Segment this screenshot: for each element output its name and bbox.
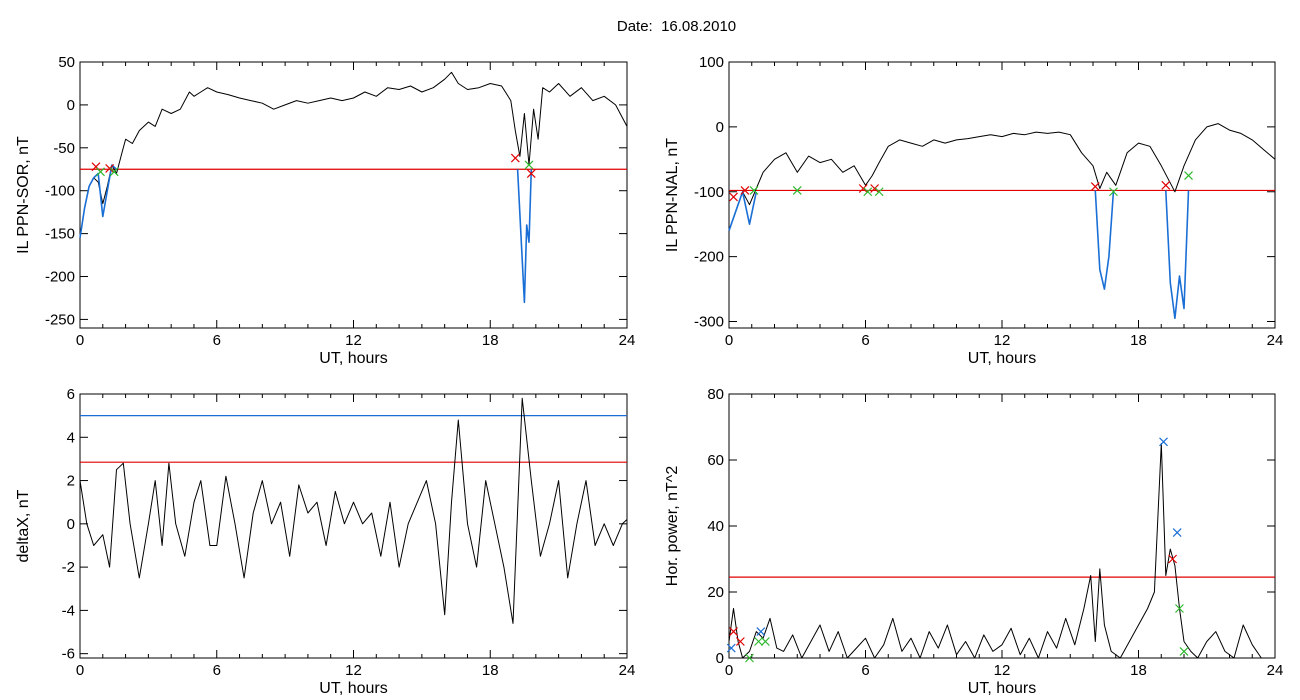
panel-2-x-tick-label: 24 (1267, 332, 1284, 349)
panel-2-x-tick-label: 18 (1130, 332, 1147, 349)
panel-2-marker-12 (1184, 171, 1193, 180)
panel-2-y-tick-label: -300 (694, 314, 724, 331)
panel-1-marker-6 (524, 160, 534, 170)
panel-1-y-tick-label: -100 (45, 183, 75, 200)
panel-2-y-tick-label: -200 (694, 249, 724, 266)
panel-2-marker-5 (858, 184, 868, 193)
panel-4-y-tick-label: 0 (716, 650, 724, 667)
panel-3-x-tick-label: 0 (76, 662, 84, 679)
panel-4-x-tick-label: 0 (725, 662, 733, 679)
panel-4-marker-12 (1179, 646, 1189, 656)
panel-2-x-tick-label: 6 (861, 332, 869, 349)
date-header: Date: 16.08.2010 (0, 18, 1300, 35)
panel-2-x-tick-label: 0 (725, 332, 733, 349)
panel-2-marker-6 (863, 187, 873, 197)
panel-2-x-tick-label: 12 (994, 332, 1011, 349)
panel-2-y-tick-label: 0 (716, 119, 724, 136)
panel-4-marker-6 (756, 627, 766, 637)
panel-4-y-tick-label: 40 (707, 518, 724, 535)
panel-4-frame (728, 393, 1276, 659)
panel-2-marker-2 (740, 186, 750, 195)
panel-2-marker-8 (874, 187, 884, 197)
panel-3-y-tick-label: -2 (62, 559, 75, 576)
panel-2-series-line-2 (728, 191, 758, 231)
panel-1-x-tick-label: 18 (482, 332, 499, 349)
date-prefix: Date: (616, 18, 653, 35)
panel-2-y-axis-label: IL PPN-NAL, nT (664, 138, 681, 252)
panel-4-y-tick-label: 80 (707, 386, 724, 403)
panel-2-marker-10 (1109, 187, 1118, 197)
panel-4-x-tick-label: 12 (994, 662, 1011, 679)
panel-2-marker-4 (792, 186, 802, 195)
panel-1-x-tick-label: 6 (213, 332, 221, 349)
panel-2-marker-11 (1161, 180, 1171, 190)
panel-1-y-tick-label: 50 (58, 54, 75, 71)
panel-3-y-tick-label: 6 (67, 386, 75, 403)
panel-1-marker-4 (109, 167, 119, 177)
panel-4-marker-9 (1168, 554, 1178, 564)
panel-1-x-axis-label: UT, hours (319, 350, 387, 367)
panel-2-series-line-1 (728, 123, 1276, 231)
panel-3-x-tick-label: 6 (213, 662, 221, 679)
panel-2-series-line-3 (1094, 190, 1115, 290)
panel-3-y-tick-label: 2 (67, 473, 75, 490)
panel-1-y-tick-label: -250 (45, 311, 75, 328)
panel-3-frame (79, 393, 628, 659)
panel-3-x-tick-label: 12 (345, 662, 362, 679)
panel-1-y-axis-label: IL PPN-SOR, nT (15, 136, 32, 254)
panel-1-series-line-3 (516, 169, 533, 304)
panel-4-y-tick-label: 60 (707, 452, 724, 469)
panel-3-y-tick-label: 4 (67, 429, 75, 446)
panel-1-y-tick-label: -50 (53, 140, 75, 157)
date-value: 16.08.2010 (661, 18, 737, 35)
panel-2-series-line-4 (1165, 190, 1190, 320)
panel-3-y-tick-label: -4 (62, 602, 75, 619)
panel-3-x-tick-label: 18 (482, 662, 499, 679)
panel-2-marker-3 (749, 186, 759, 195)
panel-3-y-tick-label: -6 (62, 646, 75, 663)
panel-4-marker-4 (745, 653, 754, 663)
panel-1-y-tick-label: 0 (67, 97, 75, 114)
panel-4-x-axis-label: UT, hours (968, 680, 1036, 697)
panel-4-y-tick-label: 20 (707, 584, 724, 601)
panel-2-marker-7 (870, 184, 880, 193)
panel-1-x-tick-label: 0 (76, 332, 84, 349)
panel-4-series-line-1 (728, 443, 1275, 659)
panel-3-x-axis-label: UT, hours (319, 680, 387, 697)
panel-1-series-line-2 (79, 164, 118, 239)
panel-4-marker-1 (726, 643, 736, 653)
panel-2-y-tick-label: 100 (699, 54, 724, 71)
panel-3-y-tick-label: 0 (67, 516, 75, 533)
panel-2-marker-1 (729, 192, 738, 202)
panel-4-x-tick-label: 24 (1267, 662, 1284, 679)
panel-4-x-tick-label: 18 (1130, 662, 1147, 679)
panel-1-y-tick-label: -200 (45, 269, 75, 286)
panel-1-x-tick-label: 24 (619, 332, 636, 349)
panel-2-marker-9 (1090, 182, 1100, 191)
panel-1-x-tick-label: 12 (345, 332, 362, 349)
panel-3-y-axis-label: deltaX, nT (15, 489, 32, 562)
panel-2-x-axis-label: UT, hours (968, 350, 1036, 367)
panel-2-y-tick-label: -100 (694, 184, 724, 201)
panel-4-marker-5 (754, 637, 763, 646)
panel-2-frame (728, 61, 1276, 329)
panel-4-marker-10 (1172, 528, 1182, 538)
panel-4-x-tick-label: 6 (861, 662, 869, 679)
panel-1-marker-2 (96, 167, 105, 177)
panel-3-series-line-1 (79, 397, 628, 624)
panel-3-x-tick-label: 24 (619, 662, 636, 679)
panel-4-marker-8 (1159, 437, 1168, 447)
panel-1-y-tick-label: -150 (45, 226, 75, 243)
panel-4-marker-3 (735, 637, 745, 646)
panel-1-series-line-1 (79, 71, 628, 238)
panel-4-marker-7 (760, 637, 770, 646)
panel-1-marker-7 (526, 169, 536, 178)
panel-1-marker-5 (510, 153, 520, 163)
panel-1-frame (79, 61, 628, 329)
panel-4-y-axis-label: Hor. power, nT^2 (664, 466, 681, 587)
panel-4-marker-2 (729, 627, 738, 637)
panel-1-marker-3 (105, 163, 115, 173)
panel-4-marker-11 (1175, 604, 1184, 613)
